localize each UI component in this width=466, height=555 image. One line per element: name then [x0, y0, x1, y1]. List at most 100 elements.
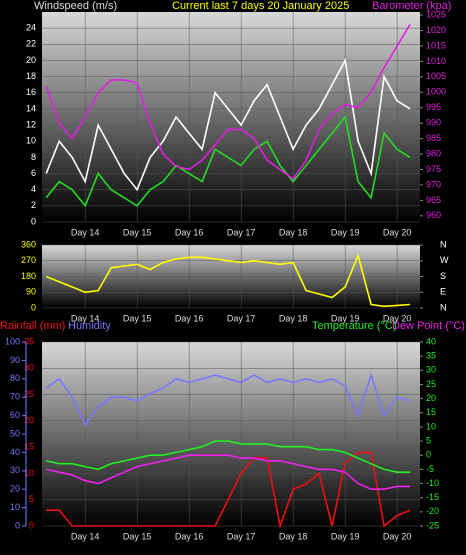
y-tick-label: 24 — [26, 23, 36, 33]
y2-tick-label: -20 — [426, 506, 439, 516]
y2-tick-label: 20 — [426, 393, 436, 403]
series-line — [45, 372, 411, 427]
y-tick-label: 360 — [21, 239, 36, 249]
y2-tick-label: 5 — [426, 435, 431, 445]
y2-tick-label: 1020 — [426, 25, 446, 35]
x-tick-label: Day 19 — [331, 313, 360, 323]
y2-tick-label: 1000 — [426, 87, 446, 97]
y2-tick-label: 980 — [426, 148, 441, 158]
y2-tick-label: 10 — [426, 421, 436, 431]
x-tick-label: Day 19 — [331, 227, 360, 237]
y3-tick-label: 60 — [10, 410, 20, 420]
y3-tick-label: 30 — [10, 465, 20, 475]
y-tick-label: 35 — [24, 336, 34, 346]
series-line — [45, 253, 411, 308]
y-tick-label: 20 — [26, 55, 36, 65]
x-tick-label: Day 16 — [175, 531, 204, 541]
series-line — [46, 454, 411, 490]
series-line — [45, 115, 411, 208]
y2-tick-label: 0 — [426, 450, 431, 460]
x-tick-label: Day 18 — [279, 227, 308, 237]
y2-tick-label: 1005 — [426, 71, 446, 81]
x-tick-label: Day 19 — [331, 531, 360, 541]
rainfall-label: Rainfall (mm) — [0, 320, 65, 332]
x-tick-label: Day 17 — [227, 531, 256, 541]
y2-tick-label: W — [440, 255, 449, 265]
series-line — [46, 440, 411, 473]
y2-tick-label: 1010 — [426, 56, 446, 66]
y3-tick-label: 0 — [15, 520, 20, 530]
x-tick-label: Day 17 — [227, 313, 256, 323]
x-tick-label: Day 18 — [279, 531, 308, 541]
y2-tick-label: 995 — [426, 102, 441, 112]
series-line — [46, 451, 411, 530]
y-tick-label: 8 — [31, 152, 36, 162]
x-tick-label: Day 16 — [175, 227, 204, 237]
y2-tick-label: 965 — [426, 195, 441, 205]
x-tick-label: Day 14 — [71, 227, 100, 237]
x-tick-label: Day 16 — [175, 313, 204, 323]
series-line — [45, 23, 411, 180]
y2-tick-label: N — [440, 302, 447, 312]
windspeed-label: Windspeed (m/s) — [34, 0, 117, 12]
plot-area — [42, 12, 420, 222]
y2-tick-label: 985 — [426, 133, 441, 143]
y2-tick-label: N — [440, 239, 447, 249]
y-tick-label: 0 — [29, 520, 34, 530]
x-tick-label: Day 15 — [123, 531, 152, 541]
y-tick-label: 25 — [24, 389, 34, 399]
y-tick-label: 30 — [24, 363, 34, 373]
y2-tick-label: 40 — [426, 336, 436, 346]
y-tick-label: 10 — [26, 136, 36, 146]
y-tick-label: 15 — [24, 442, 34, 452]
x-tick-label: Day 17 — [227, 227, 256, 237]
y2-tick-label: 990 — [426, 118, 441, 128]
y3-tick-label: 40 — [10, 447, 20, 457]
y-tick-label: 22 — [26, 39, 36, 49]
y-tick-label: 5 — [29, 494, 34, 504]
y2-tick-label: -15 — [426, 492, 439, 502]
y2-tick-label: 35 — [426, 351, 436, 361]
x-tick-label: Day 20 — [383, 531, 412, 541]
y-tick-label: 10 — [24, 468, 34, 478]
y-tick-label: 18 — [26, 71, 36, 81]
x-tick-label: Day 14 — [71, 313, 100, 323]
y2-tick-label: 30 — [426, 365, 436, 375]
series-line — [45, 58, 411, 192]
y2-tick-label: 25 — [426, 379, 436, 389]
y2-tick-label: 15 — [426, 407, 436, 417]
y2-tick-label: -10 — [426, 478, 439, 488]
chart-title: Current last 7 days 20 January 2025 — [172, 0, 349, 12]
x-tick-label: Day 20 — [383, 227, 412, 237]
y2-tick-label: 1025 — [426, 9, 446, 19]
y3-tick-label: 80 — [10, 373, 20, 383]
x-tick-label: Day 14 — [71, 531, 100, 541]
y2-tick-label: 970 — [426, 179, 441, 189]
x-tick-label: Day 15 — [123, 313, 152, 323]
x-tick-label: Day 18 — [279, 313, 308, 323]
y-tick-label: 6 — [31, 168, 36, 178]
y-tick-label: 180 — [21, 271, 36, 281]
y2-tick-label: 960 — [426, 210, 441, 220]
plot-area — [42, 342, 420, 526]
y2-tick-label: S — [440, 271, 446, 281]
y2-tick-label: -25 — [426, 520, 439, 530]
x-tick-label: Day 20 — [383, 313, 412, 323]
y-tick-label: 12 — [26, 119, 36, 129]
y-tick-label: 4 — [31, 184, 36, 194]
y2-tick-label: 1015 — [426, 40, 446, 50]
y-tick-label: 0 — [31, 302, 36, 312]
y-tick-label: 90 — [26, 287, 36, 297]
temperature-label: Temperature (°C) — [312, 320, 396, 332]
y2-tick-label: E — [440, 287, 446, 297]
y3-tick-label: 90 — [10, 355, 20, 365]
y-tick-label: 16 — [26, 87, 36, 97]
dewpoint-label: Dew Point (°C) — [392, 320, 465, 332]
y-tick-label: 0 — [31, 216, 36, 226]
y3-tick-label: 10 — [10, 502, 20, 512]
y2-tick-label: 975 — [426, 164, 441, 174]
y2-tick-label: -5 — [426, 464, 434, 474]
y-tick-label: 20 — [24, 415, 34, 425]
y3-tick-label: 70 — [10, 392, 20, 402]
